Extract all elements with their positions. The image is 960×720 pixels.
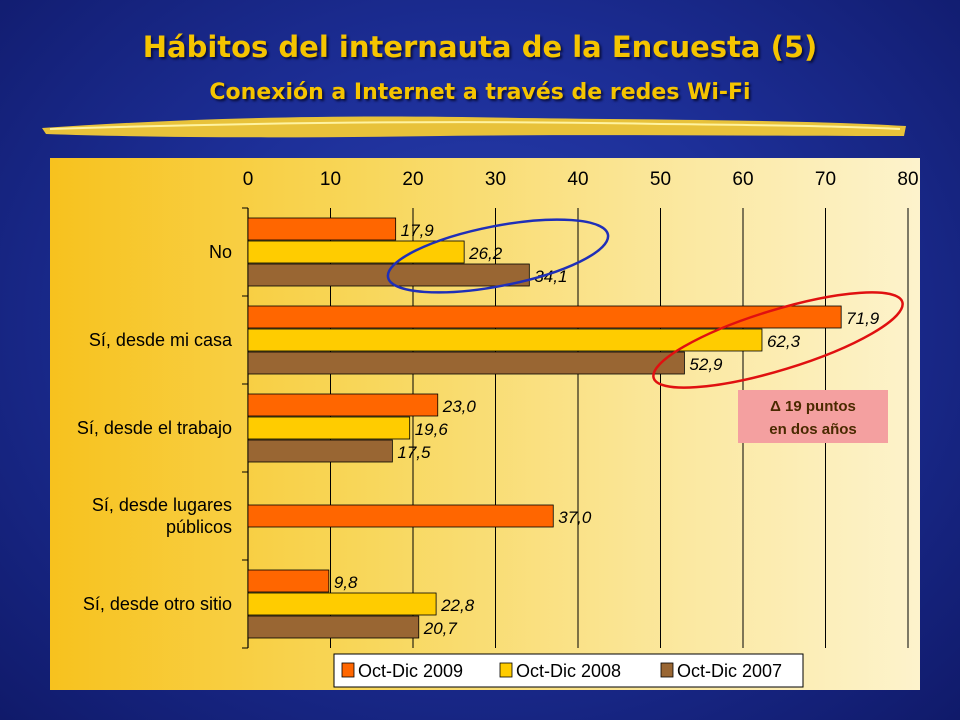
bar-oct-dic-2007-si-desde-mi-casa — [247, 351, 685, 375]
data-label: 52,9 — [689, 355, 723, 374]
x-axis-ticks: 0 10 20 30 40 50 60 70 80 — [243, 169, 919, 190]
x-tick-label: 10 — [320, 169, 341, 190]
chart-panel: 0 10 20 30 40 50 60 70 80 No Sí, desde mi casa Sí,… — [50, 158, 920, 690]
x-tick-label: 40 — [567, 169, 588, 190]
category-label: No — [209, 242, 232, 262]
x-tick-label: 0 — [243, 169, 254, 190]
bar-oct-dic-2008-si-desde-el-trabajo — [247, 416, 411, 440]
legend-label: Oct-Dic 2007 — [677, 661, 782, 681]
data-label: 17,9 — [401, 221, 435, 240]
x-tick-label: 50 — [650, 169, 671, 190]
legend-label: Oct-Dic 2009 — [358, 661, 463, 681]
annotation-line-2: en dos años — [769, 421, 857, 438]
category-label: públicos — [166, 517, 232, 537]
page-subtitle: Conexión a Internet a través de redes Wi… — [209, 80, 751, 105]
bar-oct-dic-2007-si-desde-el-trabajo — [247, 439, 393, 463]
data-label: 23,0 — [442, 397, 477, 416]
page-title: Hábitos del internauta de la Encuesta (5… — [142, 30, 818, 64]
category-label: Sí, desde otro sitio — [83, 594, 232, 614]
bar-oct-dic-2009-no — [247, 217, 397, 241]
data-label: 17,5 — [397, 443, 431, 462]
category-label: Sí, desde lugares — [92, 495, 232, 515]
bar-oct-dic-2009-si-desde-mi-casa — [247, 305, 842, 329]
bar-oct-dic-2007-si-desde-otro-sitio — [247, 615, 420, 639]
data-label: 22,8 — [440, 596, 475, 615]
bar-chart: 0 10 20 30 40 50 60 70 80 No Sí, desde mi casa Sí,… — [77, 169, 919, 688]
x-tick-label: 70 — [815, 169, 836, 190]
data-labels: 17,926,234,171,962,352,923,019,617,537,0… — [334, 221, 880, 638]
bar-oct-dic-2009-si-desde-el-trabajo — [247, 393, 439, 417]
legend-swatch — [660, 662, 674, 678]
data-label: 20,7 — [423, 619, 458, 638]
legend: Oct-Dic 2009 Oct-Dic 2008 Oct-Dic 2007 — [333, 653, 804, 688]
decorative-brush-stroke — [42, 116, 906, 138]
data-label: 9,8 — [334, 573, 358, 592]
annotation-line-1: Δ 19 puntos — [770, 398, 856, 415]
bar-oct-dic-2009-si-desde-otro-sitio — [247, 569, 330, 593]
data-label: 62,3 — [767, 332, 801, 351]
x-tick-label: 80 — [897, 169, 918, 190]
category-axis: No Sí, desde mi casa Sí, desde el trabajo S… — [77, 207, 249, 649]
highlight-ellipse-no — [386, 218, 610, 294]
bar-oct-dic-2008-si-desde-otro-sitio — [247, 592, 437, 616]
data-label: 37,0 — [558, 508, 592, 527]
category-label: Sí, desde el trabajo — [77, 418, 232, 438]
x-tick-label: 60 — [732, 169, 753, 190]
x-tick-label: 30 — [485, 169, 506, 190]
x-tick-label: 20 — [402, 169, 423, 190]
highlight-ellipse-casa — [652, 291, 904, 389]
legend-swatch — [341, 662, 355, 678]
bars — [247, 217, 842, 639]
legend-label: Oct-Dic 2008 — [516, 661, 621, 681]
annotation-box: Δ 19 puntos en dos años — [738, 390, 888, 443]
bar-oct-dic-2009-si-desde-lugares-publicos — [247, 504, 554, 528]
bar-oct-dic-2008-no — [247, 240, 465, 264]
legend-swatch — [499, 662, 513, 678]
data-label: 19,6 — [415, 420, 449, 439]
data-label: 26,2 — [468, 244, 503, 263]
bar-oct-dic-2008-si-desde-mi-casa — [247, 328, 763, 352]
data-label: 71,9 — [846, 309, 880, 328]
category-label: Sí, desde mi casa — [89, 330, 233, 350]
